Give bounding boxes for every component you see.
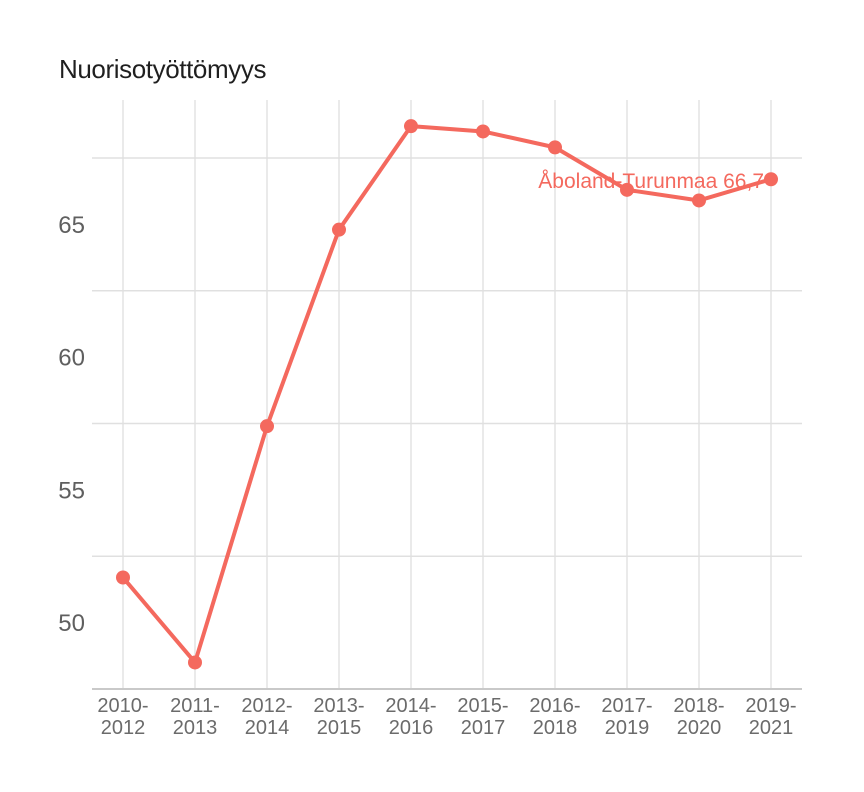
x-tick-label: 2017-2019 — [601, 695, 652, 739]
y-tick-label: 65 — [58, 212, 85, 239]
y-tick-label: 55 — [58, 477, 85, 504]
data-point[interactable] — [476, 124, 490, 139]
data-points — [116, 119, 778, 670]
y-tick-label: 60 — [58, 345, 85, 372]
data-point[interactable] — [692, 193, 706, 208]
x-tick-label: 2013-2015 — [313, 695, 364, 739]
horizontal-gridlines — [92, 157, 802, 557]
data-point[interactable] — [764, 172, 778, 187]
x-tick-label: 2011-2013 — [170, 695, 220, 739]
data-point[interactable] — [404, 119, 418, 134]
chart-title: Nuorisotyöttömyys — [59, 54, 267, 84]
data-point[interactable] — [260, 419, 274, 434]
x-axis-labels: 2010-2012 2011-2013 2012-2014 2013-2015 2014… — [97, 695, 796, 739]
data-point[interactable] — [620, 182, 634, 197]
y-tick-label: 50 — [58, 610, 85, 637]
y-axis-labels: 65 60 55 50 — [58, 212, 85, 637]
data-point[interactable] — [116, 570, 130, 585]
data-line — [121, 124, 773, 665]
x-tick-label: 2019-2021 — [745, 695, 796, 739]
data-point[interactable] — [188, 655, 202, 670]
x-tick-label: 2012-2014 — [241, 695, 292, 739]
data-point[interactable] — [548, 140, 562, 155]
x-tick-label: 2016-2018 — [529, 695, 580, 739]
data-point[interactable] — [332, 222, 346, 237]
x-tick-label: 2010-2012 — [97, 695, 148, 739]
x-tick-label: 2014-2016 — [385, 695, 436, 739]
x-tick-label: 2018-2020 — [673, 695, 724, 739]
series-label: Åboland-Turunmaa 66,7 — [538, 170, 764, 193]
x-tick-label: 2015-2017 — [457, 695, 508, 739]
